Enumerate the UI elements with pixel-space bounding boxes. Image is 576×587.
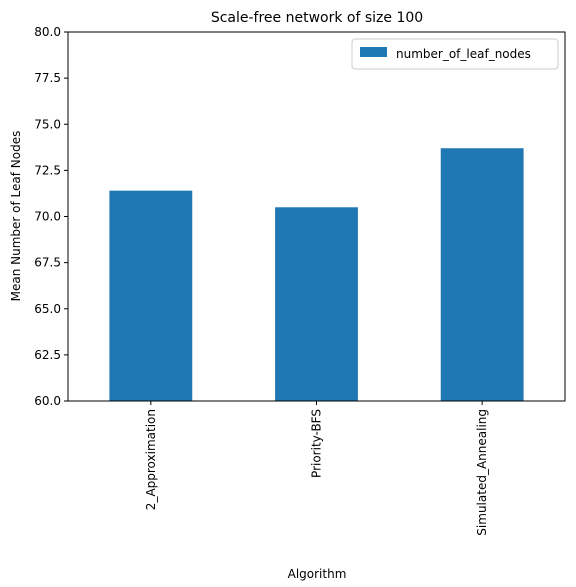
bar-simulated-annealing — [441, 148, 524, 401]
y-tick-label: 80.0 — [34, 25, 61, 39]
y-tick-label: 70.0 — [34, 210, 61, 224]
x-axis: 2_Approximation Priority-BFS Simulated_Ann… — [144, 401, 489, 536]
bars-group — [109, 148, 523, 401]
x-tick-label: Priority-BFS — [310, 409, 324, 478]
x-tick-label: Simulated_Annealing — [475, 409, 489, 536]
y-tick-label: 60.0 — [34, 394, 61, 408]
y-tick-label: 65.0 — [34, 302, 61, 316]
x-tick-label: 2_Approximation — [144, 409, 158, 510]
y-axis-label: Mean Number of Leaf Nodes — [9, 131, 23, 302]
y-tick-label: 77.5 — [34, 71, 61, 85]
bar-2-approximation — [109, 191, 192, 401]
chart-title: Scale-free network of size 100 — [211, 10, 423, 26]
y-axis: 60.0 62.5 65.0 67.5 70.0 72.5 75.0 77.5 80.0 — [34, 25, 68, 408]
y-tick-label: 67.5 — [34, 256, 61, 270]
bar-priority-bfs — [275, 207, 358, 401]
legend-label: number_of_leaf_nodes — [396, 47, 531, 61]
legend-swatch — [360, 47, 387, 57]
y-tick-label: 72.5 — [34, 163, 61, 177]
y-tick-label: 75.0 — [34, 117, 61, 131]
x-axis-label: Algorithm — [288, 567, 347, 581]
legend: number_of_leaf_nodes — [352, 39, 558, 69]
y-tick-label: 62.5 — [34, 348, 61, 362]
